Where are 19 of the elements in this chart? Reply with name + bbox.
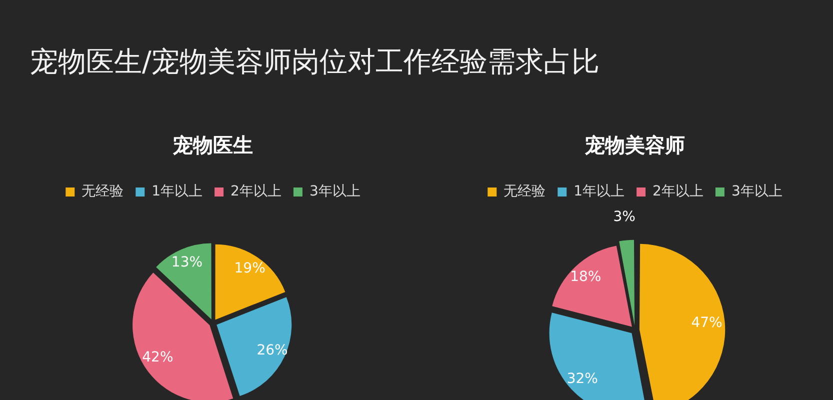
legend-label: 2年以上 [230, 184, 282, 200]
data-label: 47% [691, 314, 722, 331]
chart-title: 宠物医生 [172, 133, 253, 158]
legend-label: 3年以上 [731, 184, 782, 200]
text: 宠物医生/宠物美容师岗位对工作经验需求占比 [30, 45, 600, 79]
data-label: 3% [613, 209, 636, 226]
legend-label: 无经验 [82, 184, 124, 200]
data-label: 18% [570, 269, 602, 286]
data-label: 32% [566, 371, 598, 388]
data-label: 19% [234, 260, 266, 276]
legend-label: 1年以上 [574, 184, 625, 200]
legend-label: 1年以上 [152, 184, 203, 200]
data-label: 26% [256, 342, 288, 359]
data-label: 42% [142, 350, 174, 366]
data-label: 13% [171, 254, 203, 271]
legend-label: 3年以上 [309, 184, 360, 200]
legend-label: 2年以上 [652, 184, 704, 200]
legend-label: 无经验 [504, 184, 546, 200]
chart-title: 宠物美容师 [584, 133, 685, 158]
